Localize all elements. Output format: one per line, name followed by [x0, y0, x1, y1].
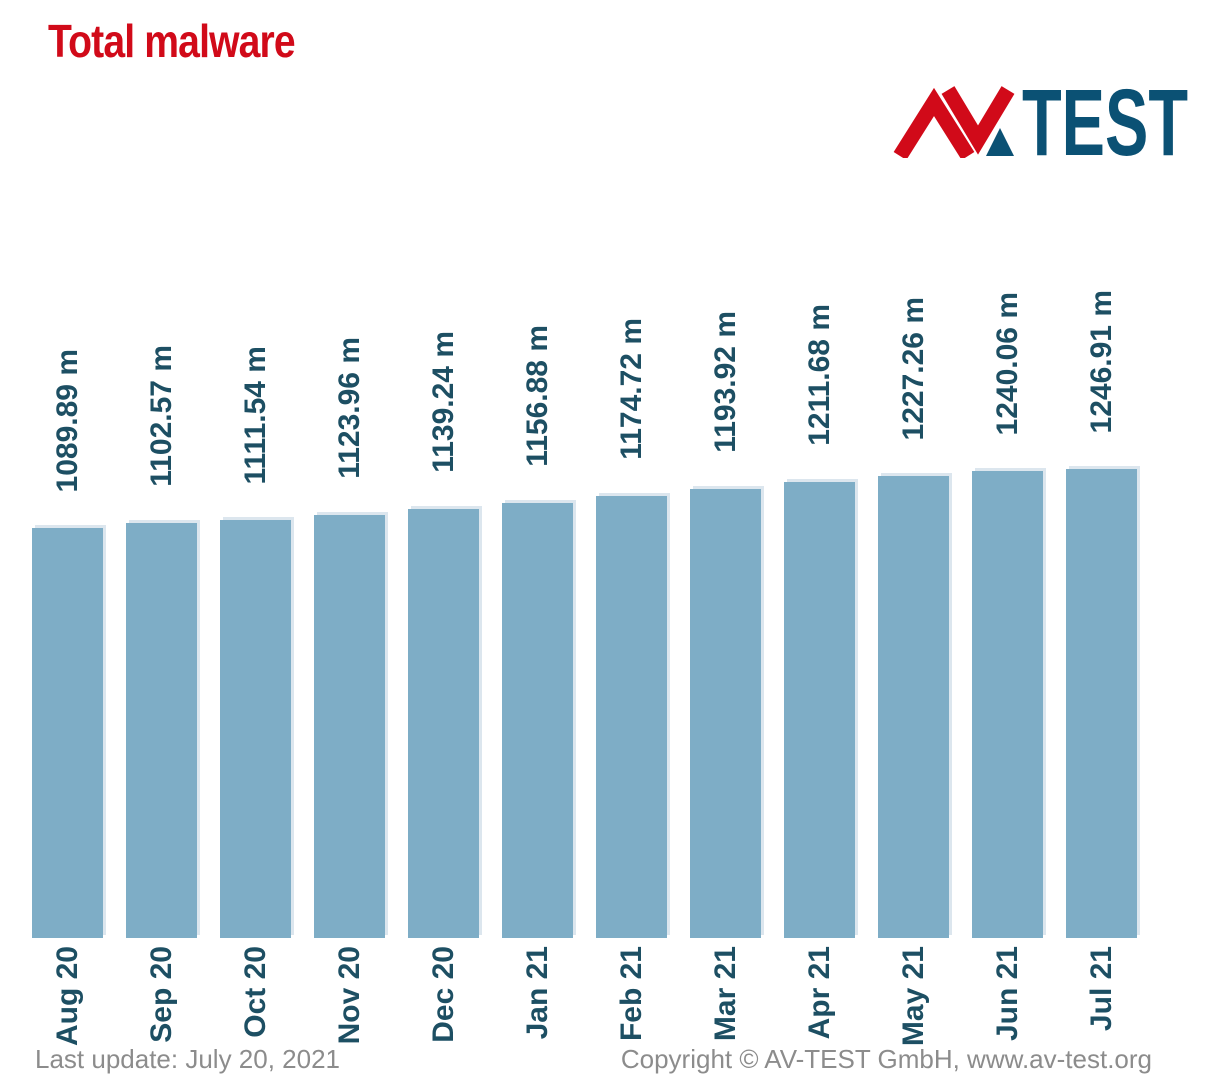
- bar-jul-21: [1066, 469, 1137, 938]
- bar-oct-20: [220, 520, 291, 938]
- month-label-sep-20: Sep 20: [144, 946, 178, 1043]
- month-label-apr-21: Apr 21: [802, 946, 836, 1040]
- value-label-jan-21: 1156.88 m: [520, 325, 554, 467]
- month-label-mar-21: Mar 21: [708, 946, 742, 1042]
- value-label-mar-21: 1193.92 m: [708, 311, 742, 453]
- bar-apr-21: [784, 482, 855, 938]
- avtest-logo: TEST: [893, 86, 1188, 158]
- bar-nov-20: [314, 515, 385, 938]
- value-label-apr-21: 1211.68 m: [802, 304, 836, 446]
- month-label-dec-20: Dec 20: [426, 946, 460, 1043]
- month-label-may-21: May 21: [896, 946, 930, 1047]
- month-label-jul-21: Jul 21: [1084, 946, 1118, 1032]
- bar-feb-21: [596, 496, 667, 938]
- month-label-aug-20: Aug 20: [50, 946, 84, 1047]
- logo-triangle-icon: [986, 128, 1014, 156]
- bar-jun-21: [972, 471, 1043, 938]
- bar-may-21: [878, 476, 949, 938]
- bar-mar-21: [690, 489, 761, 938]
- month-label-jun-21: Jun 21: [990, 946, 1024, 1042]
- logo-test-text: TEST: [1022, 86, 1188, 158]
- value-label-sep-20: 1102.57 m: [144, 345, 178, 487]
- month-label-feb-21: Feb 21: [614, 946, 648, 1042]
- bar-dec-20: [408, 509, 479, 938]
- bar-sep-20: [126, 523, 197, 938]
- value-label-dec-20: 1139.24 m: [426, 331, 460, 473]
- page-title: Total malware: [48, 15, 296, 67]
- value-label-jul-21: 1246.91 m: [1084, 289, 1118, 433]
- value-label-oct-20: 1111.54 m: [238, 345, 272, 485]
- bar-jan-21: [502, 503, 573, 938]
- value-label-may-21: 1227.26 m: [896, 296, 930, 440]
- month-label-oct-20: Oct 20: [238, 946, 272, 1038]
- copyright-text: Copyright © AV-TEST GmbH, www.av-test.or…: [620, 1044, 1152, 1074]
- value-label-nov-20: 1123.96 m: [332, 337, 366, 479]
- value-label-feb-21: 1174.72 m: [614, 318, 648, 460]
- value-label-aug-20: 1089.89 m: [50, 348, 84, 492]
- logo-v-mark-icon: [941, 86, 1015, 155]
- bar-aug-20: [32, 528, 103, 938]
- logo-a-mark-icon: [893, 87, 975, 158]
- month-label-nov-20: Nov 20: [332, 946, 366, 1045]
- month-label-jan-21: Jan 21: [520, 946, 554, 1040]
- last-update-text: Last update: July 20, 2021: [35, 1044, 341, 1074]
- value-label-jun-21: 1240.06 m: [990, 291, 1024, 435]
